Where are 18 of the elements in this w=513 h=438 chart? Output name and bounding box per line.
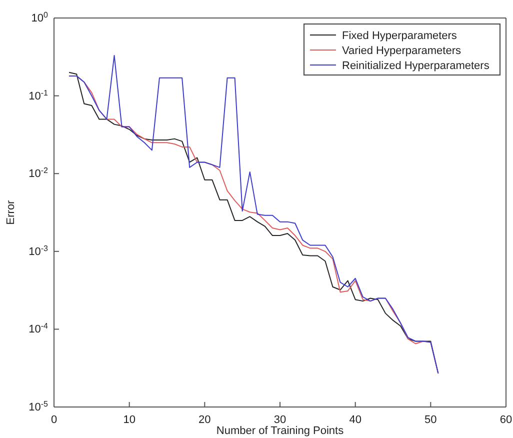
x-tick-label: 20 bbox=[198, 414, 211, 426]
y-tick-label: 10$^{-1}$ bbox=[28, 88, 49, 102]
legend-label: Reinitialized Hyperparameters bbox=[342, 60, 490, 72]
x-tick-label: 50 bbox=[424, 414, 437, 426]
y-tick-label: 10$^{-3}$ bbox=[28, 243, 49, 258]
y-tick-label: 10$^{-4}$ bbox=[28, 321, 49, 336]
x-tick-label: 40 bbox=[349, 414, 362, 426]
y-tick-label: 10$^{-5}$ bbox=[28, 399, 49, 414]
y-axis-title: Error bbox=[5, 200, 17, 225]
legend-label: Fixed Hyperparameters bbox=[342, 30, 458, 42]
y-tick-label: 10$^{0}$ bbox=[31, 10, 49, 25]
x-tick-label: 30 bbox=[274, 414, 286, 426]
y-tick-label: 10$^{-2}$ bbox=[28, 166, 49, 180]
x-tick-label: 60 bbox=[500, 414, 512, 426]
x-tick-label: 0 bbox=[50, 414, 58, 426]
x-tick-label: 10 bbox=[123, 414, 136, 426]
legend-label: Varied Hyperparameters bbox=[342, 45, 462, 57]
x-axis-title: Number of Training Points bbox=[216, 425, 344, 437]
